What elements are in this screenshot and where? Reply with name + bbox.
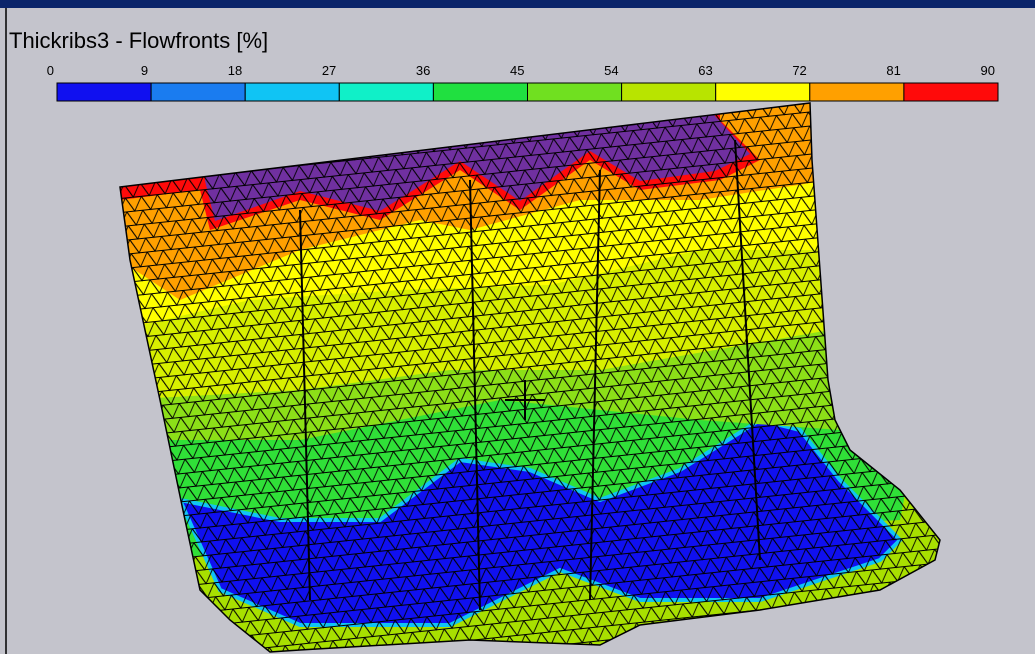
scale-swatch: [528, 83, 622, 101]
scale-tick-label: 81: [886, 63, 900, 78]
scale-swatch: [339, 83, 433, 101]
window-title: Thickribs3 - Flowfronts [%]: [9, 28, 268, 53]
scale-swatch: [57, 83, 151, 101]
scale-tick-label: 9: [141, 63, 148, 78]
scale-swatch: [433, 83, 527, 101]
scale-tick-label: 90: [981, 63, 995, 78]
scale-tick-label: 45: [510, 63, 524, 78]
window-frame: [0, 0, 1035, 8]
scale-swatch: [904, 83, 998, 101]
viewport: Thickribs3 - Flowfronts [%] 0 9 18 27 36 45 54…: [0, 0, 1035, 654]
page: Thickribs3 - Flowfronts [%] 0 9 18 27 36 45 54…: [0, 0, 1035, 654]
scale-swatch: [716, 83, 810, 101]
scale-tick-label: 36: [416, 63, 430, 78]
scale-tick-label: 63: [698, 63, 712, 78]
scale-swatch: [151, 83, 245, 101]
scale-tick-label: 0: [47, 63, 54, 78]
scale-swatch: [810, 83, 904, 101]
scale-tick-label: 72: [792, 63, 806, 78]
scale-tick-label: 54: [604, 63, 618, 78]
scale-swatch: [245, 83, 339, 101]
scale-tick-label: 18: [228, 63, 242, 78]
scale-swatch: [622, 83, 716, 101]
color-scale: 0 9 18 27 36 45 54 63 72 81 90: [47, 63, 998, 101]
scale-tick-label: 27: [322, 63, 336, 78]
